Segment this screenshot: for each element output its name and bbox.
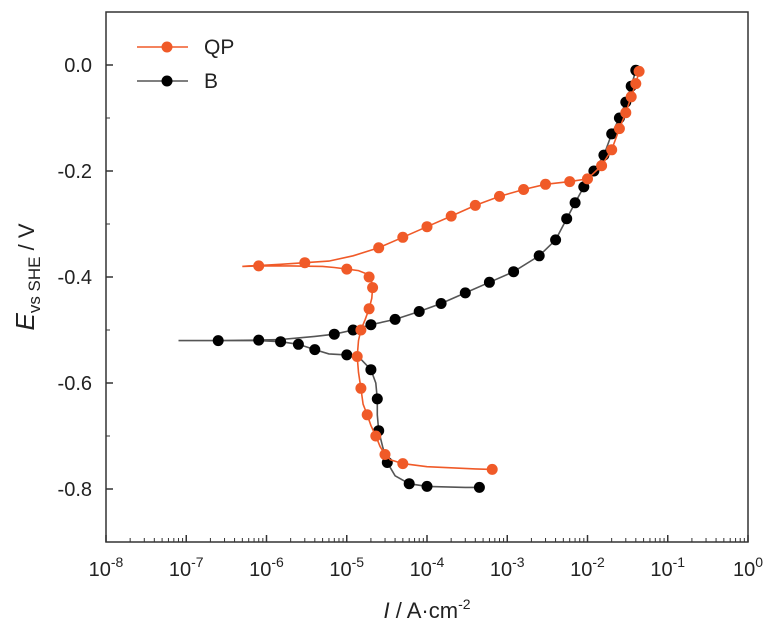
data-point-qp bbox=[363, 271, 375, 283]
x-tick-label: 10-8 bbox=[89, 554, 124, 581]
data-point-qp bbox=[397, 458, 409, 470]
data-point-b bbox=[275, 336, 287, 348]
data-point-qp bbox=[596, 160, 608, 172]
data-point-b bbox=[365, 364, 377, 376]
data-point-qp bbox=[299, 257, 311, 269]
data-point-b bbox=[435, 298, 447, 309]
data-point-b bbox=[533, 250, 545, 262]
x-tick-label: 100 bbox=[733, 554, 763, 581]
data-point-b bbox=[253, 334, 265, 346]
data-point-b bbox=[365, 319, 377, 331]
y-tick-label: -0.8 bbox=[58, 479, 92, 501]
x-tick-label: 10-4 bbox=[410, 554, 445, 581]
data-point-qp bbox=[361, 409, 373, 421]
x-tick-label: 10-6 bbox=[249, 554, 284, 581]
legend-marker bbox=[161, 75, 173, 87]
x-tick-label: 10-3 bbox=[490, 554, 525, 581]
x-tick-label: 10-7 bbox=[169, 554, 204, 581]
data-point-qp bbox=[630, 78, 642, 90]
data-point-qp bbox=[445, 210, 457, 222]
data-point-qp bbox=[620, 107, 632, 119]
data-point-qp bbox=[351, 351, 363, 362]
x-tick-label: 10-2 bbox=[570, 554, 605, 581]
data-point-b bbox=[606, 128, 618, 140]
legend-label: QP bbox=[204, 36, 234, 59]
data-point-b bbox=[212, 335, 224, 347]
data-point-qp bbox=[564, 176, 576, 188]
data-point-b bbox=[413, 306, 425, 317]
data-point-b bbox=[421, 480, 433, 492]
data-point-qp bbox=[363, 303, 375, 315]
data-point-b bbox=[328, 328, 340, 340]
data-point-qp bbox=[469, 199, 481, 211]
data-point-qp bbox=[486, 463, 498, 475]
data-point-qp bbox=[355, 382, 367, 394]
data-point-b bbox=[473, 481, 485, 493]
data-point-qp bbox=[370, 430, 382, 442]
data-point-qp bbox=[633, 65, 645, 77]
series-b bbox=[178, 64, 642, 493]
data-point-b bbox=[403, 478, 415, 490]
data-point-b bbox=[561, 213, 573, 225]
y-axis-title: Evs SHE / V bbox=[10, 223, 44, 330]
data-point-qp bbox=[518, 184, 530, 195]
data-point-qp bbox=[355, 324, 367, 336]
data-point-b bbox=[459, 287, 471, 299]
data-point-b bbox=[550, 234, 562, 246]
data-point-qp bbox=[582, 173, 593, 185]
data-point-qp bbox=[421, 221, 433, 233]
legend-marker bbox=[161, 41, 173, 53]
y-tick-label: -0.6 bbox=[58, 373, 92, 395]
data-point-qp bbox=[367, 282, 379, 294]
data-point-qp bbox=[606, 144, 618, 156]
y-tick-label: -0.4 bbox=[58, 267, 92, 289]
data-point-qp bbox=[341, 263, 353, 275]
plot-frame bbox=[105, 11, 749, 543]
series-line-b bbox=[178, 70, 637, 489]
legend: QP B bbox=[137, 36, 234, 93]
data-point-qp bbox=[625, 91, 637, 103]
y-tick-label: 0.0 bbox=[64, 55, 92, 77]
data-point-qp bbox=[397, 231, 409, 243]
x-axis-title: I / A·cm-2 bbox=[383, 596, 470, 623]
data-point-qp bbox=[373, 242, 385, 254]
x-tick-label: 10-5 bbox=[329, 554, 364, 581]
data-point-b bbox=[292, 338, 304, 350]
data-point-b bbox=[347, 324, 359, 336]
data-point-b bbox=[389, 313, 401, 325]
data-point-qp bbox=[379, 449, 391, 460]
data-point-b bbox=[483, 276, 495, 288]
data-point-b bbox=[569, 197, 581, 209]
data-point-b bbox=[341, 349, 353, 361]
axis-ticks: 10-8 10-7 10-6 10-5 10-4 10-3 10-2 10-1 100 0.0 -0… bbox=[58, 11, 763, 581]
series-qp bbox=[242, 65, 645, 475]
data-point-b bbox=[309, 344, 321, 356]
data-point-b bbox=[588, 165, 600, 177]
y-tick-label: -0.2 bbox=[58, 161, 92, 183]
legend-label: B bbox=[204, 70, 218, 93]
series-line-qp bbox=[242, 71, 640, 471]
data-point-qp bbox=[253, 260, 265, 272]
x-tick-label: 10-1 bbox=[650, 554, 685, 581]
data-point-qp bbox=[613, 123, 625, 135]
data-point-qp bbox=[540, 178, 551, 190]
data-point-b bbox=[371, 393, 383, 405]
data-point-qp bbox=[494, 190, 505, 202]
series-layer bbox=[178, 64, 645, 493]
data-point-b bbox=[508, 266, 520, 278]
